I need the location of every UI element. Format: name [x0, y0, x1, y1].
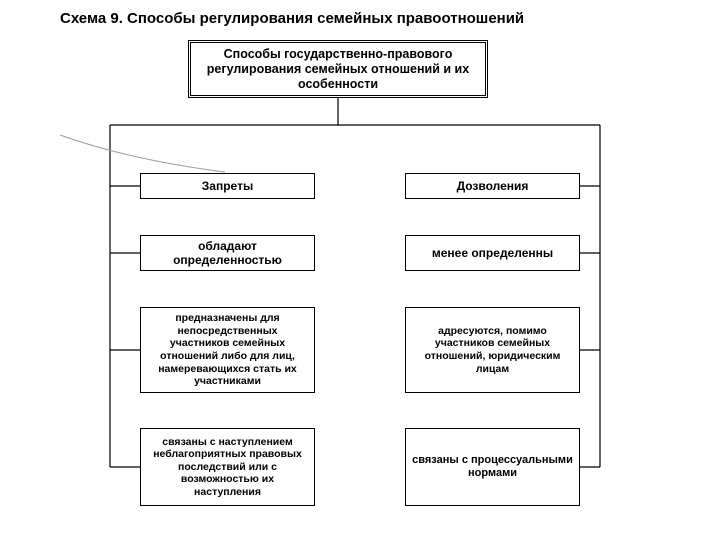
left-3-text: связаны с наступлением неблагоприятных п… [147, 436, 308, 499]
left-1-text: обладают определенностью [147, 239, 308, 268]
diagram-title: Схема 9. Способы регулирования семейных … [60, 10, 524, 27]
right-1-box: менее определенны [405, 235, 580, 271]
left-head-text: Запреты [202, 179, 253, 193]
right-3-box: связаны с процессуальными нормами [405, 428, 580, 506]
right-head-box: Дозволения [405, 173, 580, 199]
right-3-text: связаны с процессуальными нормами [412, 454, 573, 480]
left-2-box: предназначены для непосредственных участ… [140, 307, 315, 393]
root-text: Способы государственно-правового регулир… [197, 47, 479, 92]
root-box: Способы государственно-правового регулир… [188, 40, 488, 98]
right-2-text: адресуются, помимо участников семейных о… [412, 325, 573, 375]
left-1-box: обладают определенностью [140, 235, 315, 271]
right-head-text: Дозволения [457, 179, 529, 193]
right-2-box: адресуются, помимо участников семейных о… [405, 307, 580, 393]
left-2-text: предназначены для непосредственных участ… [147, 312, 308, 388]
left-3-box: связаны с наступлением неблагоприятных п… [140, 428, 315, 506]
right-1-text: менее определенны [432, 246, 553, 260]
left-head-box: Запреты [140, 173, 315, 199]
